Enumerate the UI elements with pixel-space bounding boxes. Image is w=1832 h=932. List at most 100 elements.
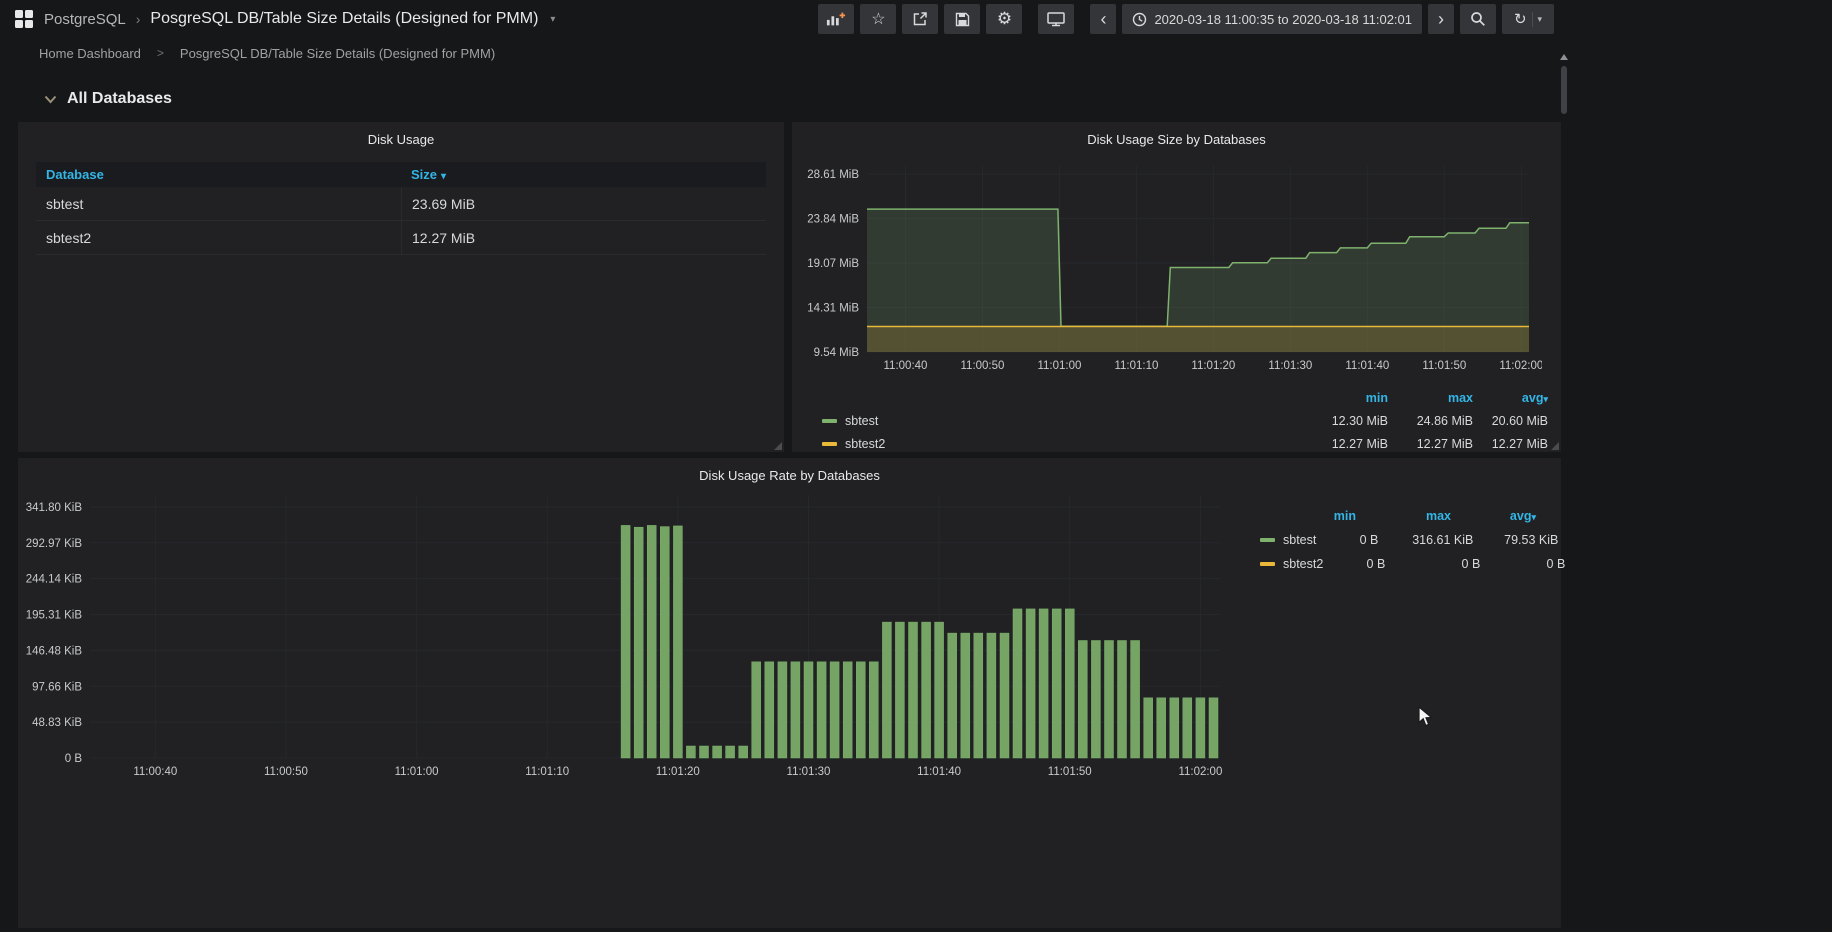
svg-text:11:01:20: 11:01:20 [1191, 360, 1235, 372]
panel-title-disk-usage[interactable]: Disk Usage [367, 131, 435, 147]
legend-min-value: 12.27 MiB [1331, 436, 1388, 451]
refresh-icon: ↻ [1513, 11, 1527, 28]
svg-text:11:01:00: 11:01:00 [395, 766, 439, 778]
share-button[interactable] [902, 4, 939, 34]
chart-legend: min max avg▾ sbtest 0 B 316.61 KiB 79.53… [1248, 492, 1565, 576]
cycle-view-button[interactable] [1038, 4, 1075, 34]
time-forward-button[interactable]: › [1428, 4, 1454, 34]
disk-usage-size-panel: Disk Usage Size by Databases 11:00:40 11:… [792, 122, 1561, 452]
legend-series-sbtest2[interactable]: sbtest2 [822, 437, 1298, 451]
legend-header-max[interactable]: max [1447, 390, 1473, 405]
legend-min-value: 0 B [1366, 557, 1386, 571]
table-header-row: Database Size ▾ [36, 162, 766, 187]
series-color-dash [822, 418, 837, 423]
scrollbar-thumb[interactable] [1561, 66, 1567, 114]
svg-text:146.48 KiB: 146.48 KiB [26, 645, 83, 657]
chevron-right-icon: › [1438, 8, 1444, 29]
series-color-dash [1260, 562, 1275, 566]
grafana-app: PostgreSQL › PosgreSQL DB/Table Size Det… [0, 0, 1568, 932]
sort-caret-icon: ▾ [441, 171, 447, 182]
breadcrumb-current: PosgreSQL DB/Table Size Details (Designe… [179, 45, 496, 61]
legend-row: sbtest2 0 B 0 B 0 B [1260, 552, 1565, 576]
breadcrumb: Home Dashboard > PosgreSQL DB/Table Size… [0, 38, 1568, 68]
save-button[interactable] [944, 4, 981, 34]
legend-max-value: 24.86 MiB [1416, 413, 1473, 428]
svg-text:11:00:40: 11:00:40 [884, 360, 928, 372]
svg-text:11:00:50: 11:00:50 [961, 360, 1005, 372]
svg-text:9.54 MiB: 9.54 MiB [814, 347, 860, 359]
disk-usage-size-chart[interactable]: 11:00:40 11:00:50 11:01:00 11:01:10 11:01:20… [792, 156, 1542, 384]
apps-grid-icon[interactable] [14, 9, 34, 29]
title-caret-icon[interactable]: ▾ [550, 13, 556, 25]
dashboard-title[interactable]: PosgreSQL DB/Table Size Details (Designe… [150, 10, 539, 27]
monitor-icon [1047, 11, 1066, 26]
disk-usage-table: Database Size ▾ sbtest 23.69 MiB sbtest2 … [36, 162, 766, 255]
legend-avg-value: 79.53 KiB [1504, 533, 1559, 547]
svg-text:11:00:50: 11:00:50 [264, 766, 308, 778]
legend-header-max[interactable]: max [1425, 509, 1451, 523]
panel-resize-handle[interactable] [1551, 442, 1559, 450]
svg-text:97.66 KiB: 97.66 KiB [32, 681, 82, 693]
disk-usage-rate-chart[interactable]: 11:00:40 11:00:50 11:01:00 11:01:10 11:01:20… [18, 492, 1248, 792]
svg-text:14.31 MiB: 14.31 MiB [807, 303, 859, 315]
refresh-caret-icon[interactable]: ▾ [1537, 13, 1543, 24]
time-range-button[interactable]: 2020-03-18 11:00:35 to 2020-03-18 11:02:… [1122, 4, 1422, 34]
sort-caret-icon: ▾ [1531, 512, 1536, 522]
navbar: PostgreSQL › PosgreSQL DB/Table Size Det… [0, 0, 1568, 38]
panel-title-disk-usage-size[interactable]: Disk Usage Size by Databases [1087, 131, 1266, 147]
sort-caret-icon: ▾ [1543, 393, 1548, 404]
svg-text:11:02:00: 11:02:00 [1499, 360, 1542, 372]
legend-row: sbtest 12.30 MiB 24.86 MiB 20.60 MiB [822, 409, 1548, 432]
svg-text:11:01:50: 11:01:50 [1422, 360, 1466, 372]
scroll-up-arrow-icon[interactable] [1560, 54, 1568, 60]
svg-text:11:01:50: 11:01:50 [1048, 766, 1092, 778]
svg-text:195.31 KiB: 195.31 KiB [26, 610, 83, 622]
add-panel-button[interactable] [818, 4, 855, 34]
breadcrumb-home[interactable]: Home Dashboard [39, 45, 141, 61]
svg-text:11:01:30: 11:01:30 [787, 766, 831, 778]
series-color-dash [822, 441, 837, 446]
svg-text:23.84 MiB: 23.84 MiB [807, 214, 859, 226]
legend-avg-value: 0 B [1546, 557, 1566, 571]
panel-title-disk-usage-rate[interactable]: Disk Usage Rate by Databases [699, 467, 880, 483]
series-color-dash [1260, 538, 1275, 542]
legend-avg-value: 20.60 MiB [1491, 413, 1548, 428]
legend-series-sbtest[interactable]: sbtest [1260, 533, 1316, 547]
svg-text:341.80 KiB: 341.80 KiB [26, 502, 83, 514]
svg-text:11:01:40: 11:01:40 [1345, 360, 1389, 372]
legend-header-min[interactable]: min [1333, 509, 1356, 523]
legend-min-value: 12.30 MiB [1331, 413, 1388, 428]
legend-header-row: min max avg▾ [822, 386, 1548, 409]
page-scrollbar [1560, 44, 1568, 932]
settings-button[interactable]: ⚙ [986, 4, 1023, 34]
column-header-size[interactable]: Size ▾ [411, 167, 447, 182]
star-button[interactable]: ☆ [860, 4, 897, 34]
chart-legend: min max avg▾ sbtest 12.30 MiB 24.86 MiB … [792, 384, 1561, 455]
nav-brand[interactable]: PostgreSQL [44, 10, 126, 28]
legend-series-sbtest[interactable]: sbtest [822, 414, 1298, 428]
zoom-out-button[interactable] [1460, 4, 1496, 34]
svg-text:11:02:00: 11:02:00 [1178, 766, 1222, 778]
clock-icon [1133, 12, 1147, 26]
legend-header-min[interactable]: min [1365, 390, 1388, 405]
share-icon [914, 12, 928, 26]
cell-size: 23.69 MiB [401, 187, 766, 220]
legend-header-avg[interactable]: avg▾ [1509, 509, 1536, 523]
legend-max-value: 12.27 MiB [1416, 436, 1473, 451]
table-row: sbtest 23.69 MiB [36, 187, 766, 221]
save-icon [955, 12, 970, 26]
legend-header-avg[interactable]: avg▾ [1521, 390, 1548, 405]
panel-resize-handle[interactable] [774, 442, 782, 450]
refresh-button[interactable]: ↻ ▾ [1502, 4, 1554, 34]
chevron-down-icon [44, 95, 57, 103]
divider [1531, 11, 1533, 27]
row-toggle-all-databases[interactable]: All Databases [44, 90, 1561, 108]
legend-series-sbtest2[interactable]: sbtest2 [1260, 557, 1323, 571]
cell-database: sbtest2 [46, 229, 92, 246]
breadcrumb-separator-icon: > [156, 46, 164, 60]
time-back-button[interactable]: ‹ [1090, 4, 1117, 34]
svg-text:11:01:10: 11:01:10 [1114, 360, 1158, 372]
disk-usage-panel: Disk Usage Database Size ▾ sbtest 23.69 M… [18, 122, 784, 452]
legend-max-value: 316.61 KiB [1412, 533, 1474, 547]
column-header-database[interactable]: Database [46, 167, 104, 182]
